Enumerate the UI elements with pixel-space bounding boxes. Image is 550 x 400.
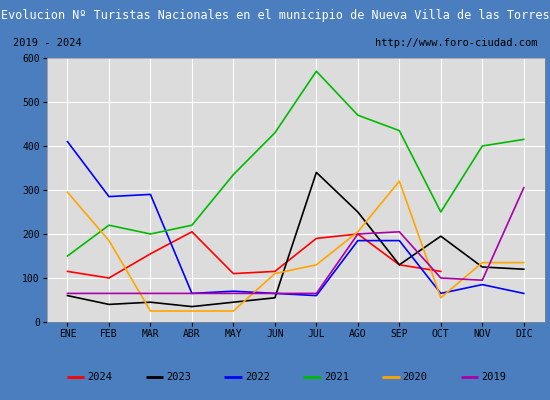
- Text: 2022: 2022: [245, 372, 270, 382]
- Text: 2023: 2023: [166, 372, 191, 382]
- Text: http://www.foro-ciudad.com: http://www.foro-ciudad.com: [375, 38, 537, 48]
- Text: 2019 - 2024: 2019 - 2024: [13, 38, 81, 48]
- Text: Evolucion Nº Turistas Nacionales en el municipio de Nueva Villa de las Torres: Evolucion Nº Turistas Nacionales en el m…: [1, 8, 549, 22]
- Text: 2020: 2020: [403, 372, 428, 382]
- Text: 2021: 2021: [324, 372, 349, 382]
- Text: 2024: 2024: [87, 372, 112, 382]
- Text: 2019: 2019: [481, 372, 507, 382]
